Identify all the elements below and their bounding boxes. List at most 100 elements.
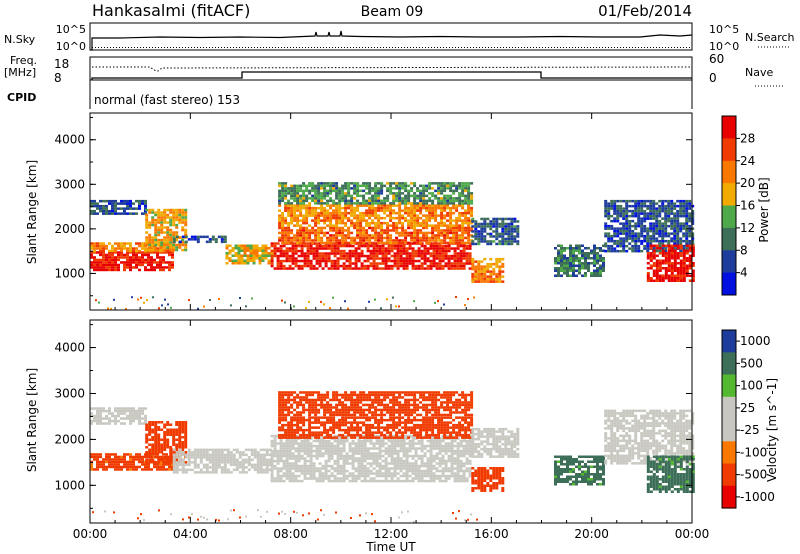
- data-cell: [281, 211, 285, 215]
- data-cell: [462, 244, 466, 248]
- data-cell: [401, 182, 405, 185]
- data-cell: [381, 257, 385, 260]
- data-cell: [682, 254, 686, 257]
- data-cell: [452, 202, 456, 205]
- data-cell: [138, 207, 141, 210]
- data-cell: [682, 222, 686, 225]
- data-cell: [345, 477, 349, 480]
- data-cell: [169, 223, 173, 227]
- data-cell: [676, 209, 680, 213]
- data-cell: [288, 464, 292, 468]
- data-cell: [437, 184, 441, 188]
- data-cell: [282, 249, 286, 253]
- data-cell: [329, 189, 333, 193]
- data-cell: [202, 448, 206, 452]
- data-cell: [241, 461, 245, 464]
- data-cell: [336, 257, 340, 260]
- data-cell: [643, 234, 647, 238]
- data-cell: [123, 207, 126, 210]
- data-cell: [336, 247, 340, 250]
- data-cell: [151, 223, 155, 227]
- data-cell: [345, 254, 349, 258]
- data-cell: [297, 442, 301, 445]
- data-cell: [610, 227, 614, 230]
- data-cell: [288, 259, 292, 263]
- data-cell: [231, 249, 235, 252]
- data-cell: [285, 469, 289, 473]
- data-cell: [685, 239, 689, 243]
- data-cell: [658, 222, 662, 225]
- data-cell: [243, 247, 247, 250]
- data-cell: [381, 259, 385, 263]
- data-cell: [357, 477, 361, 480]
- data-cell: [338, 229, 342, 232]
- data-cell: [622, 229, 626, 233]
- data-cell: [167, 303, 169, 306]
- data-cell: [284, 234, 288, 237]
- data-cell: [366, 439, 370, 443]
- data-cell: [350, 221, 354, 225]
- data-cell: [117, 242, 120, 245]
- data-cell: [369, 454, 373, 458]
- data-cell: [575, 269, 578, 272]
- data-cell: [302, 194, 306, 198]
- data-cell: [90, 209, 93, 213]
- data-cell: [464, 211, 468, 215]
- data-cell: [193, 463, 197, 467]
- data-cell: [348, 462, 352, 465]
- data-cell: [368, 199, 372, 203]
- data-cell: [332, 236, 336, 240]
- data-cell: [165, 453, 168, 456]
- data-cell: [111, 212, 114, 215]
- data-cell: [141, 407, 144, 410]
- data-cell: [622, 232, 626, 235]
- data-cell: [99, 207, 102, 210]
- data-cell: [431, 229, 435, 232]
- data-cell: [327, 244, 331, 248]
- data-cell: [291, 249, 295, 253]
- data-cell: [312, 467, 316, 470]
- data-cell: [440, 204, 444, 207]
- data-cell: [96, 465, 99, 469]
- data-cell: [90, 455, 93, 459]
- data-cell: [455, 296, 457, 298]
- data-cell: [129, 468, 132, 471]
- data-cell: [501, 220, 505, 223]
- data-cell: [181, 451, 185, 454]
- data-cell: [126, 256, 129, 259]
- data-cell: [467, 187, 471, 190]
- data-cell: [95, 299, 97, 302]
- data-cell: [419, 202, 423, 205]
- data-cell: [492, 280, 496, 283]
- data-cell: [135, 412, 138, 415]
- data-cell: [449, 199, 453, 203]
- data-cell: [135, 458, 138, 461]
- data-cell: [676, 272, 680, 275]
- data-cell: [575, 274, 578, 277]
- data-cell: [474, 275, 478, 278]
- data-cell: [223, 235, 227, 239]
- data-cell: [314, 199, 318, 203]
- data-cell: [380, 187, 384, 190]
- data-cell: [324, 459, 328, 463]
- data-cell: [258, 257, 262, 260]
- data-cell: [336, 464, 340, 468]
- data-cell: [449, 194, 453, 198]
- data-cell: [287, 221, 291, 225]
- data-cell: [362, 231, 366, 235]
- data-cell: [330, 464, 334, 468]
- data-cell: [290, 197, 294, 200]
- data-cell: [255, 257, 259, 260]
- data-cell: [640, 229, 644, 233]
- data-cell: [259, 466, 263, 469]
- data-cell: [489, 232, 493, 236]
- data-cell: [474, 230, 478, 233]
- data-cell: [437, 189, 441, 193]
- data-cell: [126, 465, 129, 469]
- data-cell: [342, 447, 346, 450]
- data-cell: [652, 229, 656, 233]
- data-cell: [342, 464, 346, 468]
- data-cell: [114, 268, 117, 272]
- data-cell: [151, 241, 155, 244]
- data-cell: [153, 465, 156, 469]
